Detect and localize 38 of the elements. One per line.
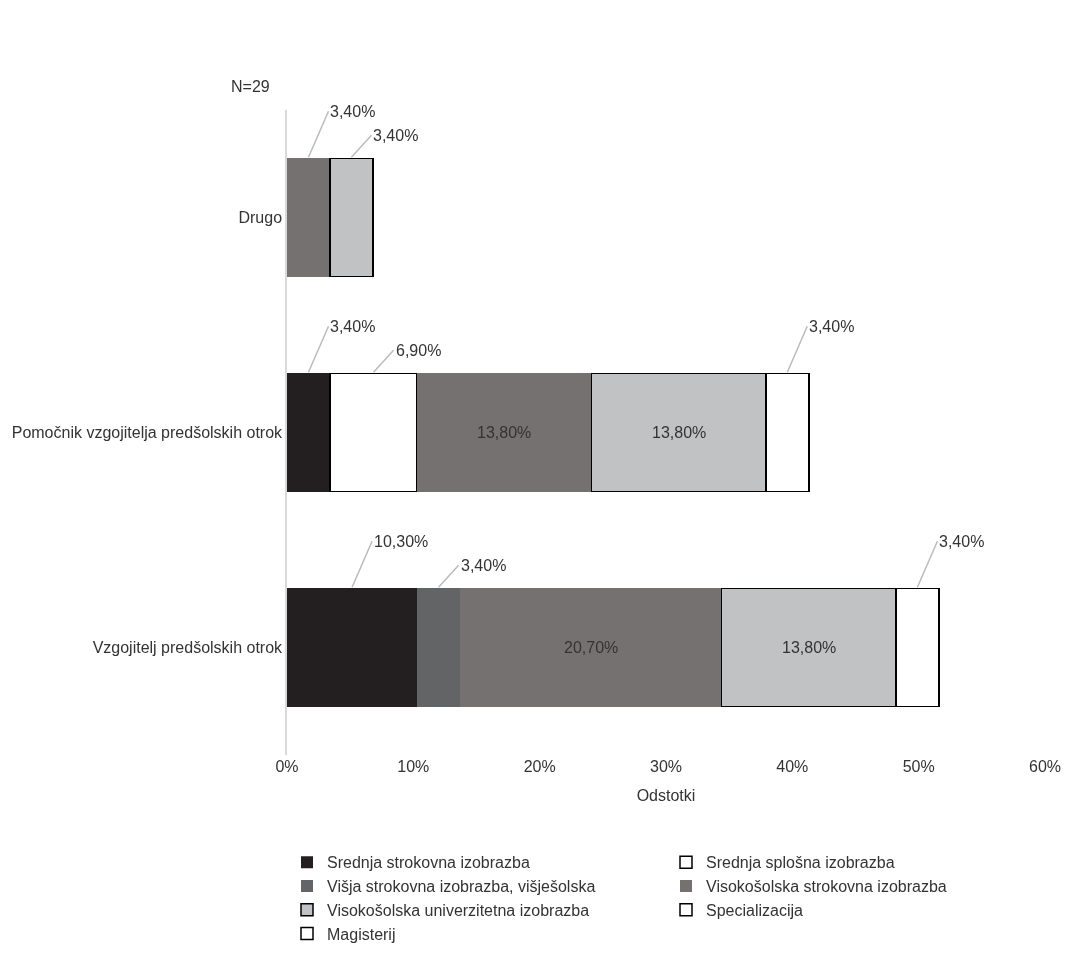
y-tick-label: Drugo xyxy=(238,209,283,227)
legend-label: Specializacija xyxy=(706,902,804,920)
data-label: 3,40% xyxy=(461,557,507,574)
data-label: 3,40% xyxy=(330,318,376,335)
y-tick-label: Pomočnik vzgojitelja predšolskih otrok xyxy=(11,424,284,442)
data-label: 13,80% xyxy=(477,424,532,441)
text: N=29 xyxy=(231,78,270,95)
x-tick-label: 10% xyxy=(397,758,430,775)
bar xyxy=(287,588,418,707)
x-tick-label: 50% xyxy=(902,758,935,775)
data-label: 13,80% xyxy=(782,639,837,656)
bar xyxy=(417,588,461,707)
data-label: 3,40% xyxy=(330,103,376,120)
x-axis-title: Odstotki xyxy=(636,786,696,804)
x-tick-label: 60% xyxy=(1028,758,1062,775)
x-tick-label: 30% xyxy=(649,758,683,775)
x-tick-label: 40% xyxy=(776,758,809,775)
data-label: 3,40% xyxy=(809,318,855,335)
x-tick-label: 20% xyxy=(523,758,556,775)
bar xyxy=(287,373,330,492)
legend-label: Srednja strokovna izobrazba xyxy=(327,854,530,872)
legend-label: Magisterij xyxy=(327,925,396,943)
legend-label: Visokošolska strokovna izobrazba xyxy=(706,878,947,896)
legend-label: Visokošolska univerzitetna izobrazba xyxy=(327,902,590,920)
x-tick-label: 0% xyxy=(275,758,299,775)
bar xyxy=(417,373,592,492)
data-label: 20,70% xyxy=(564,639,619,656)
bar xyxy=(329,372,418,493)
legend-label: Srednja splošna izobrazba xyxy=(706,854,895,872)
data-label: 13,80% xyxy=(652,424,707,441)
data-label: 6,90% xyxy=(396,342,442,359)
data-label: 10,30% xyxy=(374,533,429,550)
data-label: 3,40% xyxy=(939,533,985,550)
data-label: 3,40% xyxy=(373,127,419,144)
bar xyxy=(287,158,330,277)
y-tick-label: Vzgojitelj predšolskih otrok xyxy=(92,639,284,657)
bar xyxy=(460,588,722,707)
legend-label: Višja strokovna izobrazba, višješolska xyxy=(327,878,596,896)
